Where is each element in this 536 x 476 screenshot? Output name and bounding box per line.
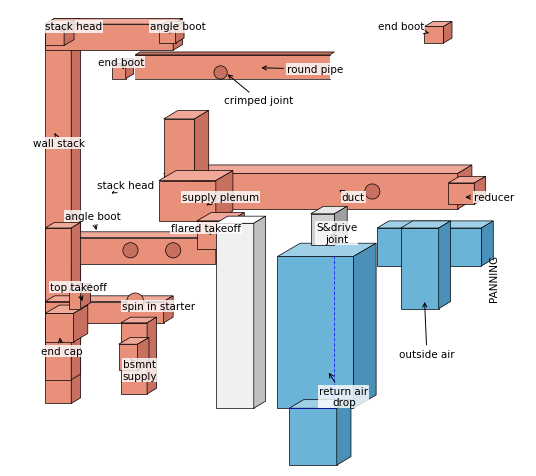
Circle shape: [364, 185, 380, 199]
Polygon shape: [377, 221, 493, 228]
Polygon shape: [45, 20, 183, 25]
Polygon shape: [45, 228, 71, 380]
Polygon shape: [71, 223, 81, 380]
Polygon shape: [45, 306, 88, 314]
Polygon shape: [111, 64, 126, 79]
Text: S&drive
joint: S&drive joint: [316, 222, 358, 244]
Text: end boot: end boot: [377, 22, 428, 35]
Polygon shape: [163, 119, 195, 209]
Text: end cap: end cap: [41, 339, 83, 357]
Polygon shape: [163, 111, 209, 119]
Polygon shape: [121, 317, 157, 323]
Polygon shape: [45, 21, 74, 28]
Polygon shape: [163, 166, 472, 174]
Polygon shape: [118, 338, 149, 345]
Polygon shape: [289, 408, 337, 465]
Text: flared takeoff: flared takeoff: [172, 224, 241, 235]
Polygon shape: [289, 400, 351, 408]
Polygon shape: [159, 28, 175, 44]
Polygon shape: [45, 314, 73, 342]
Polygon shape: [69, 290, 81, 309]
Text: duct: duct: [340, 191, 365, 203]
Circle shape: [166, 243, 181, 258]
Polygon shape: [163, 296, 173, 323]
Text: stack head: stack head: [97, 181, 154, 194]
Text: bsmnt
supply: bsmnt supply: [123, 359, 157, 381]
Circle shape: [123, 243, 138, 258]
Polygon shape: [311, 207, 347, 214]
Polygon shape: [448, 184, 474, 205]
Polygon shape: [111, 60, 133, 64]
Polygon shape: [337, 400, 351, 465]
Polygon shape: [147, 317, 157, 394]
Polygon shape: [159, 181, 216, 221]
Polygon shape: [216, 217, 266, 224]
Polygon shape: [64, 21, 74, 46]
Polygon shape: [163, 174, 458, 209]
Polygon shape: [439, 221, 451, 309]
Polygon shape: [45, 296, 173, 302]
Text: stack head: stack head: [45, 22, 102, 32]
Polygon shape: [334, 207, 347, 245]
Polygon shape: [425, 28, 443, 44]
Text: wall stack: wall stack: [33, 135, 85, 149]
Polygon shape: [197, 221, 230, 250]
Text: end boot: end boot: [98, 58, 144, 69]
Polygon shape: [216, 171, 233, 221]
Text: round pipe: round pipe: [263, 65, 344, 75]
Polygon shape: [45, 232, 225, 238]
Polygon shape: [73, 306, 88, 342]
Polygon shape: [175, 22, 184, 44]
Polygon shape: [458, 166, 472, 209]
Text: top takeoff: top takeoff: [50, 283, 107, 300]
Text: angle boot: angle boot: [65, 212, 121, 229]
Circle shape: [126, 293, 144, 310]
Polygon shape: [173, 20, 183, 51]
Polygon shape: [159, 22, 184, 28]
Polygon shape: [278, 257, 353, 408]
Text: crimped joint: crimped joint: [224, 76, 293, 106]
Text: supply plenum: supply plenum: [182, 193, 259, 206]
Polygon shape: [401, 221, 451, 228]
Polygon shape: [69, 284, 91, 290]
Polygon shape: [45, 28, 64, 46]
Polygon shape: [278, 244, 376, 257]
Text: outside air: outside air: [399, 303, 455, 359]
Polygon shape: [126, 60, 133, 79]
Polygon shape: [45, 25, 173, 51]
Polygon shape: [138, 338, 149, 370]
Polygon shape: [425, 22, 452, 28]
Polygon shape: [45, 238, 216, 264]
Polygon shape: [448, 177, 486, 184]
Text: spin in starter: spin in starter: [122, 302, 196, 312]
Polygon shape: [71, 20, 81, 404]
Polygon shape: [230, 213, 244, 250]
Text: reducer: reducer: [466, 193, 515, 203]
Text: angle boot: angle boot: [150, 22, 206, 34]
Circle shape: [214, 67, 227, 80]
Polygon shape: [45, 302, 163, 323]
Polygon shape: [135, 53, 334, 56]
Polygon shape: [45, 223, 81, 228]
Polygon shape: [443, 22, 452, 44]
Polygon shape: [474, 177, 486, 205]
Polygon shape: [159, 171, 233, 181]
Polygon shape: [401, 228, 439, 309]
Polygon shape: [377, 228, 481, 267]
Polygon shape: [118, 345, 138, 370]
Polygon shape: [353, 244, 376, 408]
Polygon shape: [216, 232, 225, 264]
Text: return air
drop: return air drop: [319, 374, 368, 407]
Polygon shape: [216, 224, 254, 408]
Polygon shape: [311, 214, 334, 245]
Text: PANNING: PANNING: [488, 255, 498, 302]
Polygon shape: [197, 213, 244, 221]
Polygon shape: [254, 217, 266, 408]
Polygon shape: [195, 111, 209, 209]
Polygon shape: [81, 284, 91, 309]
Polygon shape: [121, 323, 147, 394]
Polygon shape: [481, 221, 493, 267]
Polygon shape: [45, 25, 71, 404]
Polygon shape: [45, 20, 81, 25]
